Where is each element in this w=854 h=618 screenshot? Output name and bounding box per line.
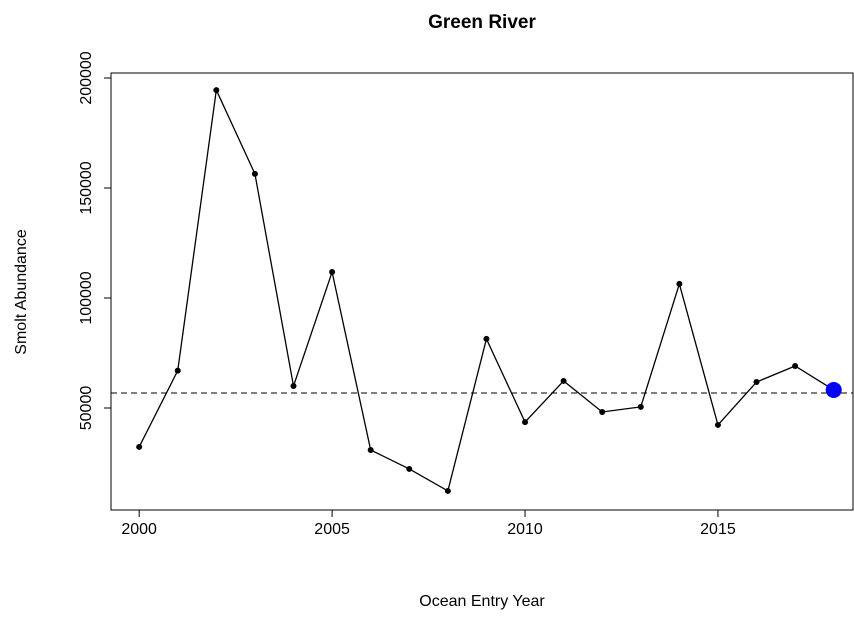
y-tick-label: 150000 (78, 161, 95, 214)
x-tick-label: 2015 (700, 521, 736, 538)
x-tick-label: 2005 (314, 521, 350, 538)
point (406, 465, 413, 472)
point (792, 362, 799, 369)
x-tick-label: 2010 (507, 521, 543, 538)
point (714, 421, 721, 428)
point (174, 367, 181, 374)
chart-title: Green River (428, 12, 536, 33)
point (753, 379, 760, 386)
x-axis-title: Ocean Entry Year (419, 593, 545, 610)
point (290, 382, 297, 389)
point (444, 487, 451, 494)
point (560, 377, 567, 384)
x-tick-label: 2000 (121, 521, 157, 538)
y-tick-label: 200000 (78, 51, 95, 104)
point (251, 170, 258, 177)
point (367, 447, 374, 454)
plot-frame (110, 72, 854, 511)
point (136, 443, 143, 450)
y-axis-title: Smolt Abundance (13, 229, 30, 355)
point (637, 403, 644, 410)
highlight-point (825, 381, 842, 398)
line (138, 87, 835, 492)
point (599, 408, 606, 415)
point (522, 419, 529, 426)
point (483, 335, 490, 342)
y-tick-label: 50000 (78, 386, 95, 431)
y-tick-label: 100000 (78, 271, 95, 324)
point (676, 280, 683, 287)
point (329, 269, 336, 276)
point (213, 87, 220, 94)
